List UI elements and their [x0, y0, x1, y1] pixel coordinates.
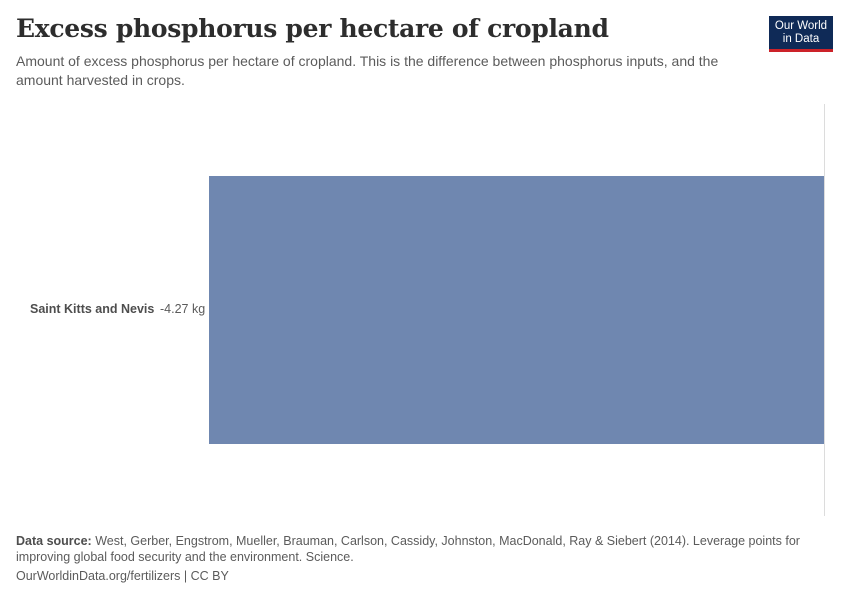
entity-label[interactable]: Saint Kitts and Nevis [30, 302, 155, 316]
footer-links: OurWorldinData.org/fertilizers | CC BY [16, 569, 229, 583]
bar-value-label: -4.27 kg [160, 302, 206, 316]
bar[interactable] [209, 176, 824, 444]
chart-title: Excess phosphorus per hectare of croplan… [16, 14, 609, 43]
data-source: Data source: West, Gerber, Engstrom, Mue… [16, 533, 806, 565]
separator: | [183, 569, 188, 583]
data-source-label: Data source: [16, 534, 92, 548]
logo-line-2: in Data [782, 32, 820, 45]
zero-axis-line [824, 104, 825, 516]
data-source-text: West, Gerber, Engstrom, Mueller, Brauman… [16, 534, 800, 564]
owid-logo[interactable]: Our World in Data [769, 16, 833, 52]
chart-subtitle: Amount of excess phosphorus per hectare … [16, 53, 719, 88]
logo-line-1: Our World [774, 20, 828, 32]
license-link[interactable]: CC BY [190, 569, 229, 583]
source-url-link[interactable]: OurWorldinData.org/fertilizers [16, 569, 181, 583]
